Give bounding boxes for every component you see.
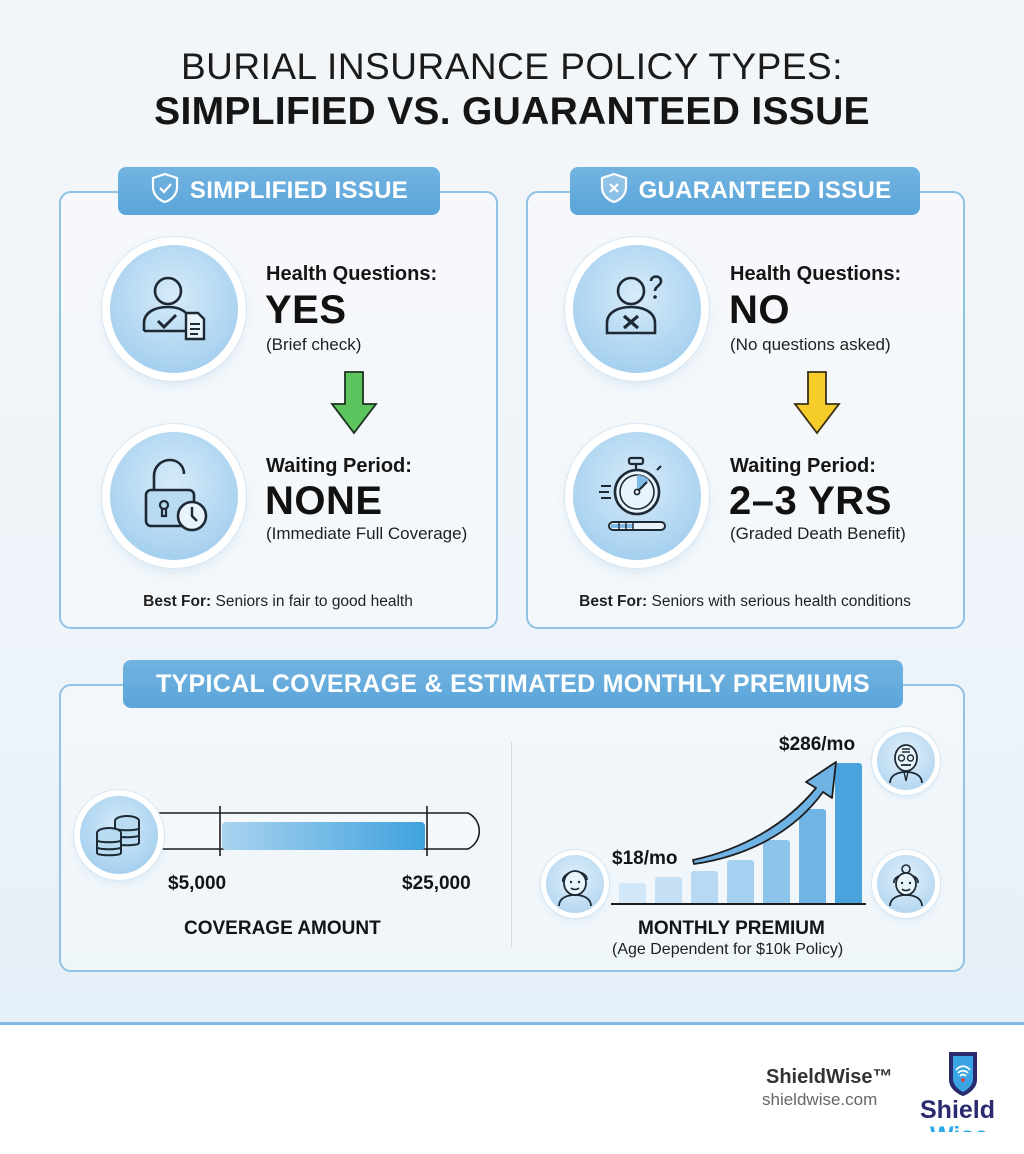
shield-check-icon [150, 172, 180, 211]
guaranteed-best-for: Best For: Seniors with serious health co… [527, 593, 963, 611]
elderly-woman-icon [889, 864, 923, 906]
person-check-document-icon [142, 276, 206, 341]
young-person-icon [558, 870, 592, 906]
simplified-health-label: Health Questions: [266, 263, 438, 285]
monthly-premium-label: MONTHLY PREMIUM [638, 918, 825, 939]
premium-high-label: $286/mo [779, 734, 856, 755]
green-down-arrow-icon [330, 371, 378, 435]
section-divider [511, 742, 512, 947]
coverage-min-label: $5,000 [168, 873, 227, 894]
guaranteed-issue-panel [526, 191, 965, 629]
shield-wifi-logo-icon [949, 1052, 977, 1096]
best-for-label: Best For: [579, 593, 648, 610]
person-question-circle [573, 245, 701, 373]
best-for-label: Best For: [143, 593, 212, 610]
coverage-amount-label: COVERAGE AMOUNT [184, 918, 381, 939]
chart-baseline [611, 903, 866, 905]
shield-x-icon [599, 172, 629, 211]
stopwatch-circle [573, 432, 701, 560]
young-person-avatar [546, 855, 604, 913]
simplified-waiting-note: (Immediate Full Coverage) [266, 524, 468, 543]
coins-circle [80, 796, 158, 874]
yellow-down-arrow-icon [793, 371, 841, 435]
premium-low-label: $18/mo [612, 848, 678, 869]
premium-bar-2 [655, 877, 682, 903]
coverage-premium-tab: TYPICAL COVERAGE & ESTIMATED MONTHLY PRE… [123, 660, 903, 708]
person-x-question-icon [605, 275, 663, 335]
guaranteed-health-value: NO [729, 288, 790, 332]
premium-bar-1 [619, 883, 646, 903]
elderly-man-icon [889, 744, 923, 783]
simplified-waiting-value: NONE [265, 479, 383, 523]
best-for-text: Seniors in fair to good health [211, 593, 413, 610]
simplified-waiting-label: Waiting Period: [266, 455, 412, 477]
logo-word-wise: Wise [930, 1124, 1000, 1132]
guaranteed-issue-tab: GUARANTEED ISSUE [570, 167, 920, 215]
elderly-woman-avatar [877, 855, 935, 913]
premium-bar-5 [763, 840, 790, 903]
unlock-clock-icon [144, 458, 208, 532]
guaranteed-waiting-label: Waiting Period: [730, 455, 876, 477]
coverage-max-label: $25,000 [402, 873, 471, 894]
simplified-issue-tab: SIMPLIFIED ISSUE [118, 167, 440, 215]
brand-name: ShieldWise™ [766, 1066, 893, 1088]
monthly-premium-sublabel: (Age Dependent for $10k Policy) [612, 941, 844, 958]
trend-arrow-icon [692, 761, 837, 865]
guaranteed-health-label: Health Questions: [730, 263, 902, 285]
premium-bar-7 [835, 763, 862, 903]
premium-bar-6 [799, 809, 826, 903]
simplified-issue-panel [59, 191, 498, 629]
best-for-text: Seniors with serious health conditions [647, 593, 911, 610]
simplified-health-value: YES [265, 288, 347, 332]
simplified-health-note: (Brief check) [266, 335, 362, 354]
title-line-2: SIMPLIFIED VS. GUARANTEED ISSUE [154, 90, 870, 133]
title-line-1: BURIAL INSURANCE POLICY TYPES: [180, 46, 843, 87]
premium-bar-chart [611, 740, 866, 905]
brand-url[interactable]: shieldwise.com [762, 1090, 878, 1109]
simplified-best-for: Best For: Seniors in fair to good health [60, 593, 496, 611]
logo-word-shield: Shield [920, 1096, 996, 1124]
infographic-canvas: BURIAL INSURANCE POLICY TYPES: SIMPLIFIE… [0, 0, 1024, 1025]
coverage-premium-tab-label: TYPICAL COVERAGE & ESTIMATED MONTHLY PRE… [155, 669, 871, 698]
premium-bar-4 [727, 860, 754, 903]
coverage-range-bar [150, 806, 481, 856]
elderly-man-avatar [877, 732, 935, 790]
stopwatch-icon [599, 456, 666, 531]
simplified-issue-tab-label: SIMPLIFIED ISSUE [189, 177, 409, 204]
premium-bar-3 [691, 871, 718, 903]
guaranteed-waiting-note: (Graded Death Benefit) [730, 524, 906, 543]
guaranteed-waiting-value: 2–3 YRS [729, 479, 892, 523]
guaranteed-health-note: (No questions asked) [730, 335, 891, 354]
guaranteed-issue-tab-label: GUARANTEED ISSUE [638, 177, 892, 204]
person-check-circle [110, 245, 238, 373]
coins-icon [96, 815, 140, 857]
unlock-clock-circle [110, 432, 238, 560]
